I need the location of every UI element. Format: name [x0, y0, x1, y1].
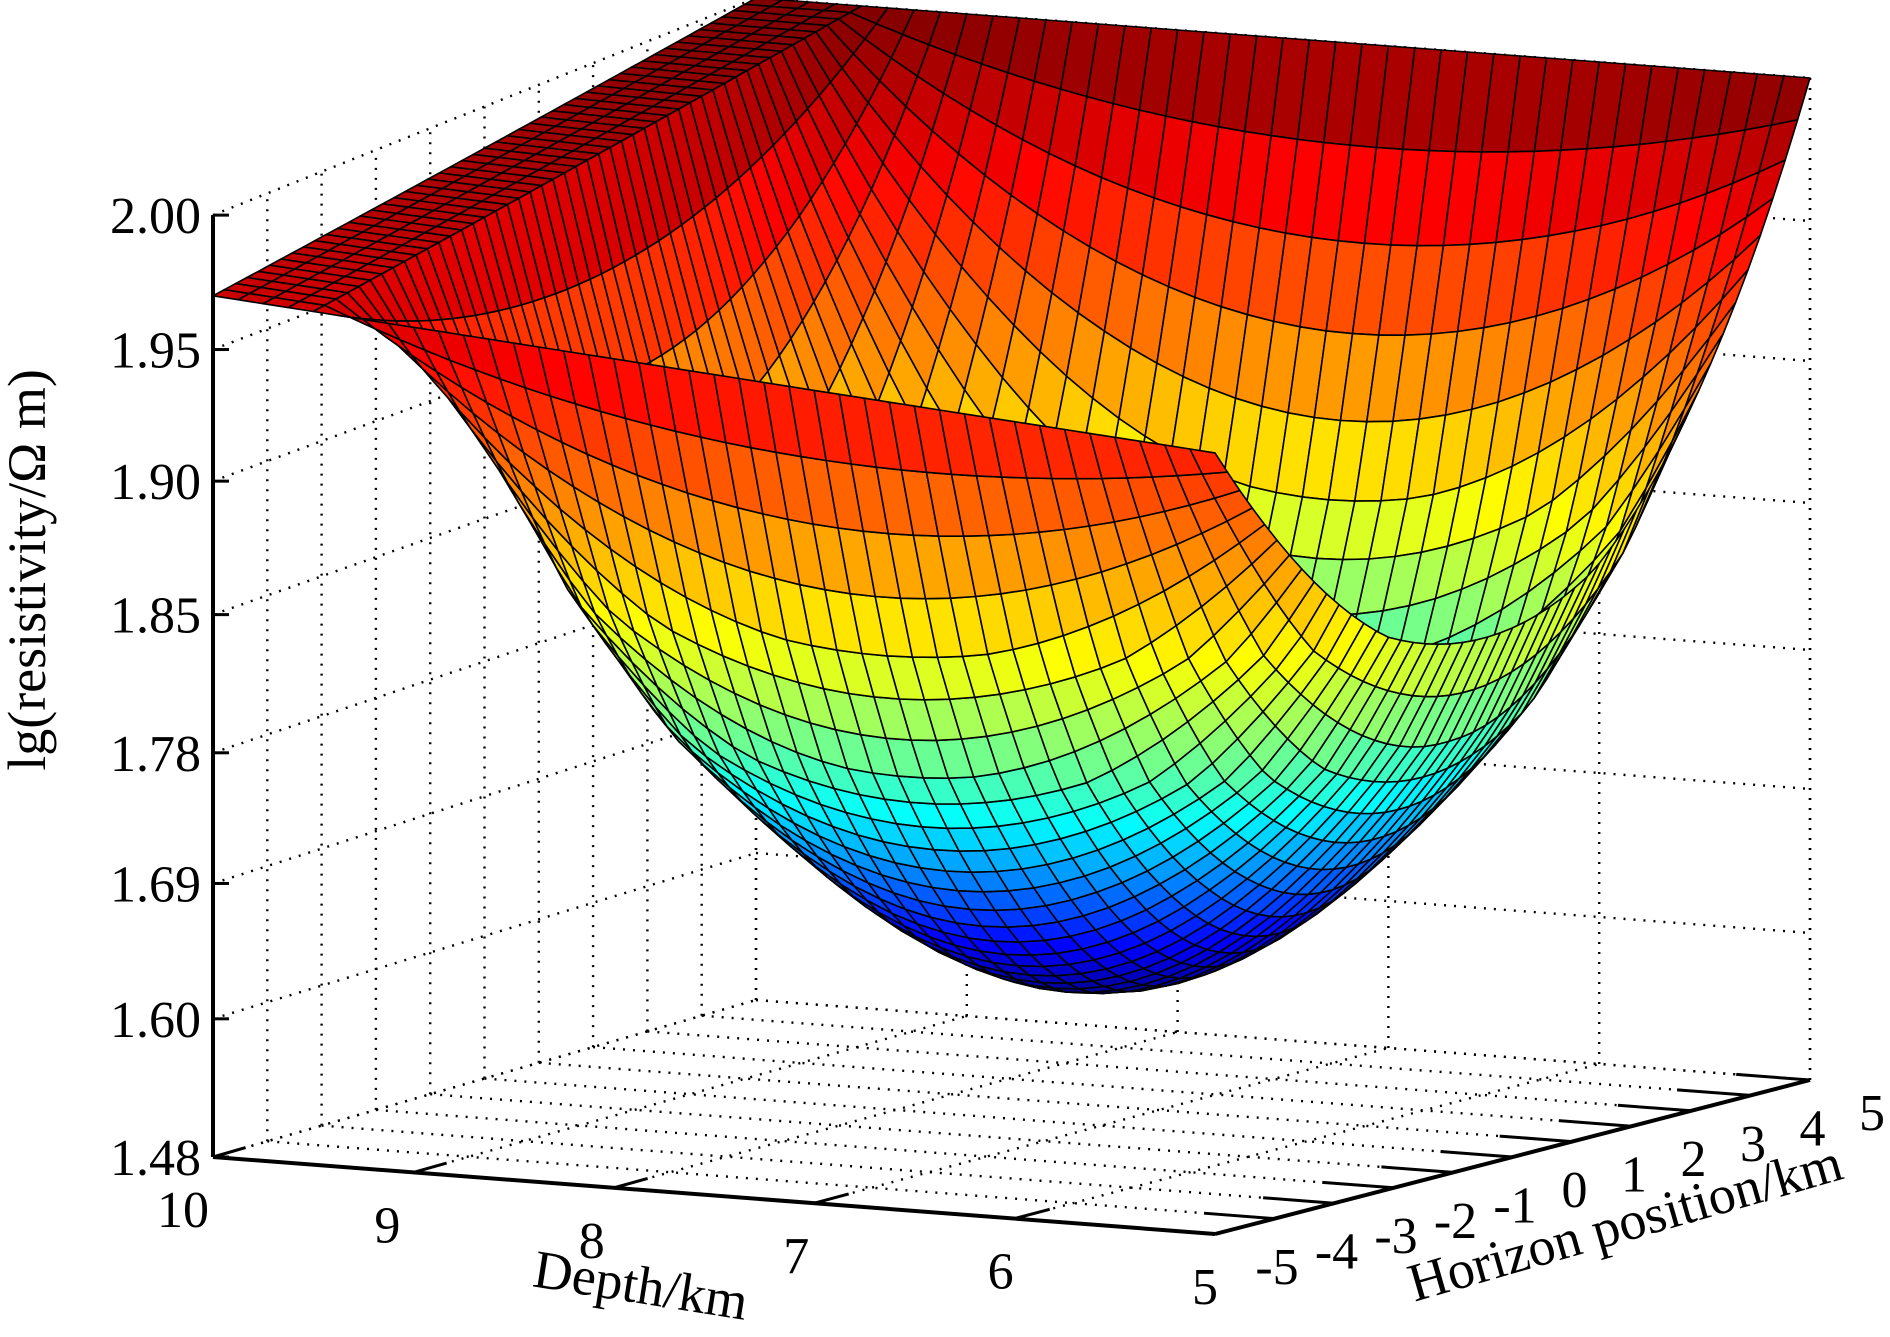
gridline-back-level [755, 998, 1811, 1082]
y-tick-mark [1381, 1165, 1454, 1174]
surface-mesh [212, 0, 1811, 995]
gridline-floor-position [701, 1014, 1751, 1097]
gridline-floor-position [538, 1061, 1573, 1143]
y-tick-label: -5 [1255, 1239, 1298, 1296]
y-tick-label: 2 [1681, 1131, 1707, 1188]
x-tick-mark [212, 1146, 246, 1159]
axes [211, 213, 1811, 1236]
gridline-floor-position [755, 998, 1811, 1082]
x-tick-mark [813, 1192, 850, 1205]
gridline-floor-depth [1014, 1062, 1600, 1220]
y-tick-label: -1 [1493, 1177, 1536, 1234]
y-tick-mark [1617, 1103, 1692, 1113]
gridline-floor-depth [813, 1046, 1389, 1205]
z-tick-label: 1.48 [110, 1130, 201, 1187]
surface-cell [1189, 448, 1229, 475]
gridline-floor-depth [613, 1030, 1178, 1189]
gridline-floor-position [375, 1108, 1394, 1189]
x-axis-line [212, 1155, 1216, 1236]
x-tick-label: 10 [157, 1182, 209, 1239]
z-tick-label: 1.78 [110, 726, 201, 783]
x-axis-title: Depth/km [529, 1239, 752, 1332]
x-tick-label: 5 [1192, 1259, 1218, 1316]
x-tick-label: 7 [783, 1228, 809, 1285]
gridline-floor-position [430, 1093, 1454, 1174]
z-tick-label: 1.90 [110, 454, 201, 511]
y-tick-mark [1676, 1088, 1751, 1097]
z-tick-label: 1.69 [110, 856, 201, 913]
gridline-floor-depth [212, 998, 757, 1159]
z-tick-label: 1.85 [110, 588, 201, 645]
y-tick-mark [1558, 1119, 1632, 1128]
y-tick-label: -2 [1434, 1193, 1477, 1250]
y-tick-label: 4 [1800, 1100, 1826, 1157]
gridline-back-level [755, 707, 1811, 791]
x-tick-mark [1014, 1207, 1051, 1221]
x-tick-label: 9 [374, 1197, 400, 1254]
y-tick-mark [1736, 1072, 1811, 1082]
y-tick-mark [1144, 1227, 1216, 1236]
gridline-floor-position [267, 1140, 1275, 1220]
gridline-back-level [755, 568, 1811, 652]
y-tick-mark [1322, 1180, 1394, 1190]
y-tick-label: -3 [1374, 1208, 1417, 1265]
z-axis-title: lg(resistivity/Ω m) [0, 369, 57, 771]
x-tick-mark [412, 1161, 448, 1174]
x-tick-mark [613, 1177, 649, 1190]
gridline-floor-depth [413, 1014, 968, 1174]
y-tick-label: 1 [1621, 1147, 1647, 1204]
y-tick-mark [1263, 1196, 1335, 1205]
gridline-floor-position [593, 1045, 1632, 1128]
x-tick-label: 8 [579, 1213, 605, 1270]
y-tick-mark [1440, 1150, 1513, 1159]
y-tick-label: 5 [1859, 1085, 1885, 1142]
y-tick-mark [1203, 1211, 1275, 1221]
y-tick-label: 0 [1562, 1162, 1588, 1219]
gridline-floor-position [484, 1077, 1513, 1159]
y-tick-mark [1499, 1134, 1573, 1144]
x-tick-mark [1214, 1223, 1252, 1236]
z-tick-label: 2.00 [110, 188, 201, 245]
gridline-floor-position [321, 1124, 1335, 1205]
gridline-back-level [755, 851, 1811, 935]
x-tick-label: 6 [988, 1244, 1014, 1301]
gridline-floor-position [647, 1030, 1692, 1112]
y-tick-label: -4 [1315, 1224, 1358, 1281]
y-tick-label: 3 [1740, 1116, 1766, 1173]
z-tick-label: 1.95 [110, 323, 201, 380]
z-tick-label: 1.60 [110, 992, 201, 1049]
